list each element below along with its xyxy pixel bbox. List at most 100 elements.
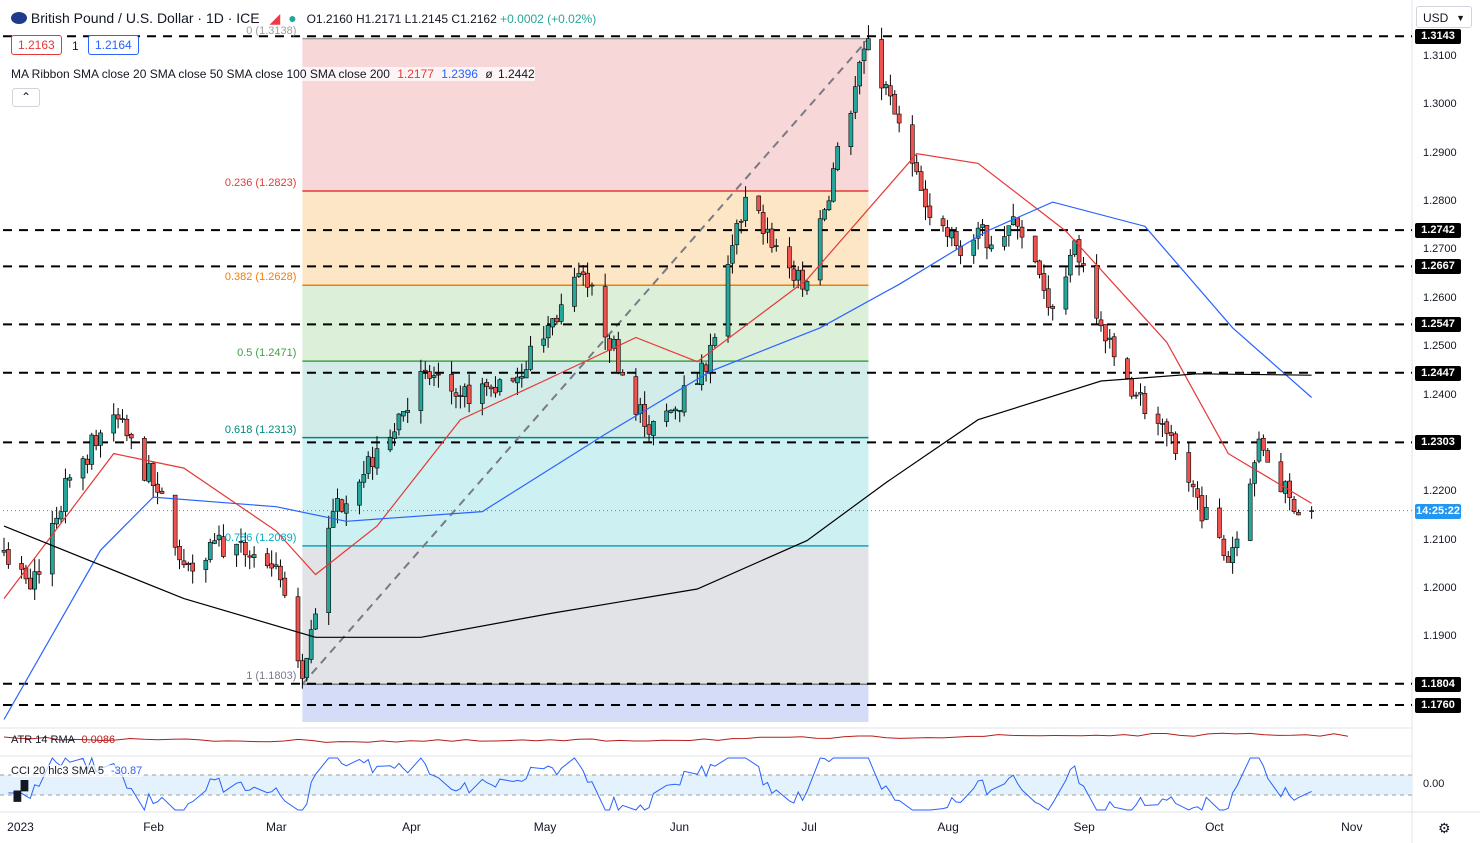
- candle-down[interactable]: [787, 246, 792, 269]
- candle-down[interactable]: [1032, 235, 1038, 263]
- candle-up[interactable]: [848, 113, 854, 148]
- candle-down[interactable]: [1041, 273, 1047, 291]
- candle-up[interactable]: [1230, 547, 1235, 563]
- candle-up[interactable]: [804, 281, 810, 291]
- candle-up[interactable]: [330, 511, 336, 528]
- candle-up[interactable]: [668, 409, 674, 413]
- candle-up[interactable]: [374, 448, 380, 469]
- candle-up[interactable]: [357, 481, 362, 506]
- candle-down[interactable]: [128, 434, 134, 439]
- candle-down[interactable]: [1168, 432, 1174, 436]
- candle-up[interactable]: [1204, 507, 1209, 520]
- candle-up[interactable]: [462, 386, 468, 397]
- candle-up[interactable]: [519, 376, 525, 379]
- fib-trend-line[interactable]: [301, 37, 870, 685]
- candle-down[interactable]: [580, 271, 586, 275]
- candle-down[interactable]: [422, 369, 428, 372]
- candle-up[interactable]: [541, 338, 547, 346]
- candle-up[interactable]: [63, 478, 68, 512]
- candle-down[interactable]: [607, 338, 612, 351]
- candle-down[interactable]: [339, 499, 345, 512]
- candle-down[interactable]: [760, 212, 766, 234]
- candle-down[interactable]: [1278, 461, 1284, 493]
- candle-up[interactable]: [392, 431, 397, 439]
- candle-up[interactable]: [523, 369, 529, 379]
- candle-down[interactable]: [300, 660, 305, 679]
- candle-up[interactable]: [1133, 394, 1139, 397]
- candle-down[interactable]: [6, 549, 11, 565]
- candle-up[interactable]: [335, 498, 340, 512]
- candle-down[interactable]: [940, 218, 946, 227]
- candle-up[interactable]: [212, 540, 217, 544]
- candle-up[interactable]: [589, 284, 595, 287]
- candle-up[interactable]: [664, 410, 669, 422]
- candle-up[interactable]: [1309, 510, 1314, 512]
- collapse-legend-button[interactable]: ⌃: [12, 88, 40, 107]
- candle-down[interactable]: [493, 386, 498, 394]
- candle-up[interactable]: [822, 209, 827, 220]
- settings-gear-icon[interactable]: ⚙: [1438, 820, 1451, 836]
- candle-up[interactable]: [681, 385, 687, 413]
- candle-up[interactable]: [528, 345, 533, 370]
- candle-down[interactable]: [185, 562, 191, 565]
- candle-down[interactable]: [115, 414, 121, 420]
- candle-up[interactable]: [120, 418, 125, 420]
- candle-up[interactable]: [251, 554, 257, 558]
- candle-up[interactable]: [216, 534, 222, 541]
- candle-down[interactable]: [888, 85, 893, 97]
- currency-selector[interactable]: USD ▼: [1416, 6, 1472, 28]
- candle-up[interactable]: [795, 270, 801, 281]
- candle-down[interactable]: [1098, 319, 1104, 327]
- candle-down[interactable]: [800, 269, 805, 290]
- candle-up[interactable]: [835, 146, 841, 170]
- candle-down[interactable]: [370, 457, 375, 467]
- candle-down[interactable]: [1019, 226, 1025, 238]
- candle-down[interactable]: [879, 39, 884, 89]
- candle-up[interactable]: [1247, 483, 1253, 541]
- candle-down[interactable]: [554, 317, 560, 323]
- candle-up[interactable]: [817, 218, 823, 281]
- candle-up[interactable]: [1006, 225, 1012, 236]
- candle-down[interactable]: [458, 395, 463, 397]
- candle-down[interactable]: [1103, 324, 1108, 342]
- candle-up[interactable]: [708, 344, 713, 373]
- candle-down[interactable]: [892, 93, 898, 115]
- candle-down[interactable]: [910, 124, 915, 164]
- candle-up[interactable]: [651, 421, 656, 436]
- candle-down[interactable]: [1037, 260, 1042, 275]
- candle-up[interactable]: [861, 48, 867, 62]
- candle-down[interactable]: [19, 563, 24, 570]
- candle-up[interactable]: [515, 376, 520, 384]
- candle-down[interactable]: [1265, 450, 1271, 463]
- candle-up[interactable]: [558, 304, 564, 322]
- candle-up[interactable]: [826, 200, 832, 211]
- candle-up[interactable]: [550, 318, 555, 328]
- candle-up[interactable]: [203, 559, 209, 570]
- candle-down[interactable]: [1186, 452, 1192, 483]
- candle-down[interactable]: [1081, 263, 1086, 266]
- candle-up[interactable]: [365, 456, 371, 474]
- candle-up[interactable]: [273, 564, 279, 567]
- candle-down[interactable]: [1111, 336, 1117, 358]
- candle-up[interactable]: [1067, 254, 1073, 276]
- candle-up[interactable]: [49, 523, 55, 575]
- candle-down[interactable]: [484, 382, 489, 387]
- candle-down[interactable]: [1291, 499, 1297, 512]
- candle-up[interactable]: [883, 84, 889, 89]
- candle-up[interactable]: [1107, 337, 1113, 340]
- candle-down[interactable]: [159, 490, 165, 494]
- candle-up[interactable]: [304, 657, 310, 678]
- candle-up[interactable]: [725, 264, 731, 337]
- candle-down[interactable]: [172, 494, 178, 548]
- candle-down[interactable]: [453, 392, 459, 397]
- candle-up[interactable]: [831, 168, 836, 202]
- candle-down[interactable]: [436, 373, 441, 376]
- candle-up[interactable]: [1002, 236, 1007, 247]
- candle-up[interactable]: [80, 458, 86, 479]
- candle-down[interactable]: [449, 374, 454, 392]
- candle-up[interactable]: [497, 379, 503, 392]
- candle-up[interactable]: [146, 463, 152, 482]
- candle-up[interactable]: [89, 434, 95, 465]
- candle-down[interactable]: [264, 553, 270, 567]
- candle-down[interactable]: [23, 567, 29, 580]
